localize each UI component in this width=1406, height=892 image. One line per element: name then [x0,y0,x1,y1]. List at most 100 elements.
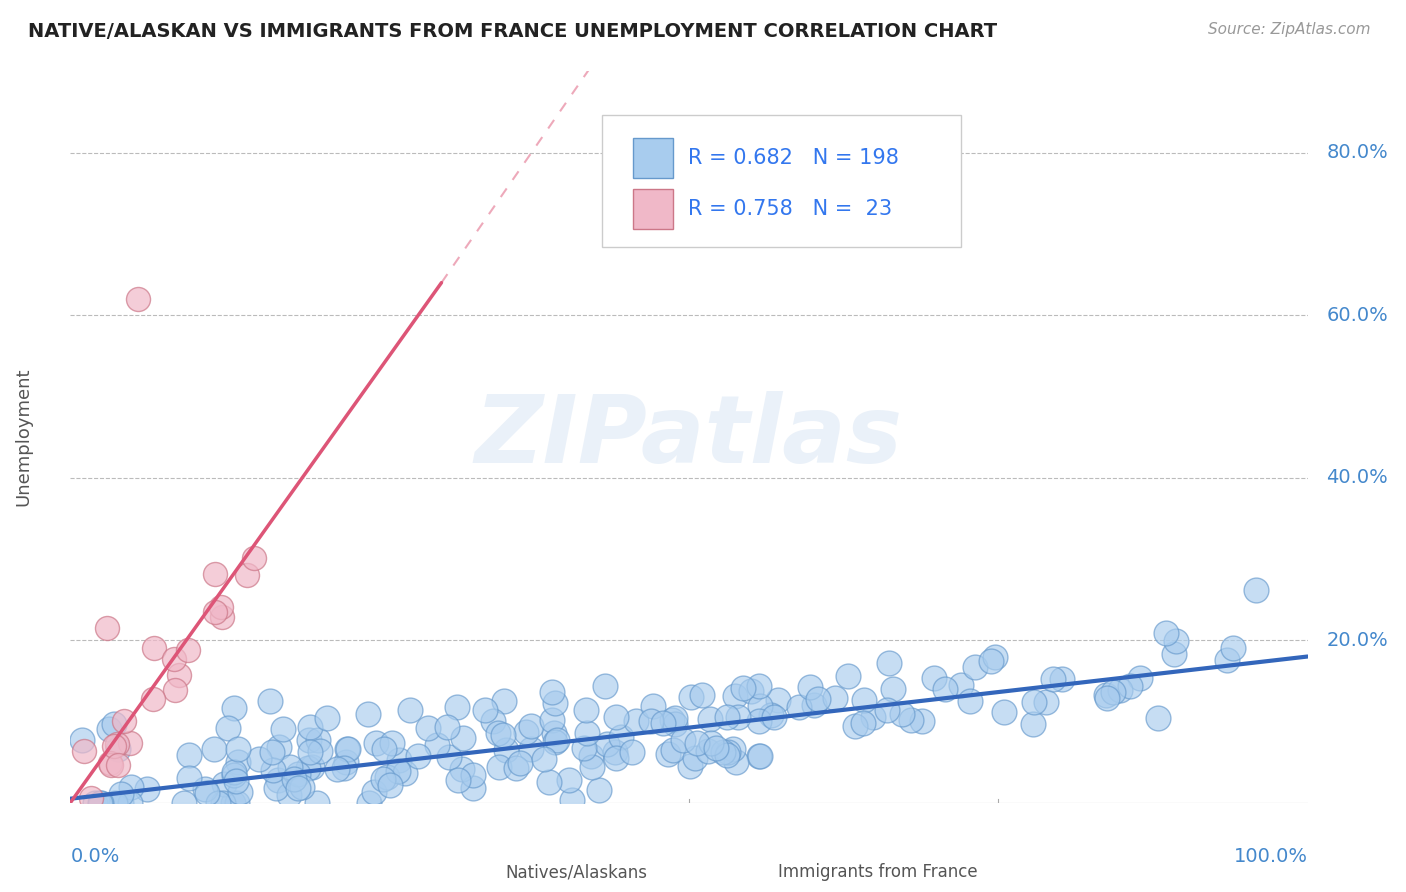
Point [299,720,322,734]
Point [876,703,898,717]
Point [104,796,127,810]
Point [269,739,291,754]
Point [541,713,564,727]
Point [837,668,859,682]
Point [725,755,748,769]
FancyBboxPatch shape [633,189,673,229]
Point [461,767,484,781]
Point [179,748,201,763]
Point [299,746,322,760]
Point [336,742,359,756]
Point [803,698,825,712]
Point [486,726,509,740]
Point [204,605,226,619]
FancyBboxPatch shape [602,115,962,247]
Point [679,759,702,773]
Point [749,748,772,763]
Point [911,714,934,728]
Point [1216,653,1239,667]
Point [541,685,564,699]
Point [143,640,166,655]
Point [661,742,683,756]
Point [716,710,738,724]
Point [375,770,398,784]
Point [118,796,141,810]
Point [236,568,259,582]
Point [264,780,287,795]
Point [1109,683,1132,698]
Point [107,742,129,756]
Point [381,735,404,749]
Point [107,758,129,772]
Point [80,790,103,805]
Point [461,780,484,795]
Point [278,788,301,802]
Point [724,689,747,703]
Point [877,657,900,671]
Point [640,714,662,728]
Point [447,773,470,788]
Point [575,703,598,717]
Point [103,717,125,731]
Point [595,679,617,693]
Point [202,742,225,756]
Point [748,714,770,728]
Point [949,678,972,692]
Point [308,733,330,747]
Point [308,744,330,758]
Point [336,742,359,756]
FancyBboxPatch shape [633,137,673,178]
Point [692,689,714,703]
Point [173,796,195,810]
Point [924,671,946,685]
Point [727,710,749,724]
Point [934,681,956,696]
Point [100,758,122,772]
Point [451,762,474,776]
Point [721,741,744,756]
Point [1102,685,1125,699]
Point [373,772,395,786]
Point [204,567,226,582]
Point [259,694,281,708]
Text: Natives/Alaskans: Natives/Alaskans [506,863,648,881]
Point [436,720,458,734]
Point [262,745,284,759]
Point [224,764,246,779]
Point [474,703,496,717]
Point [509,756,531,770]
Point [212,777,235,791]
Point [787,700,810,714]
Point [242,550,264,565]
Point [307,796,329,810]
Point [862,710,884,724]
Point [520,719,543,733]
Point [226,742,249,756]
Point [357,796,380,810]
Point [681,690,703,705]
Point [546,733,568,747]
Point [120,780,142,794]
Point [217,721,239,735]
Point [824,690,846,705]
Point [291,780,314,794]
Point [287,780,309,795]
Point [283,772,305,786]
Point [495,743,517,757]
Point [451,731,474,745]
Point [799,680,821,694]
Point [621,745,644,759]
Point [716,745,738,759]
Point [209,600,232,615]
Point [120,735,142,749]
Point [398,703,420,717]
Point [588,783,610,797]
Point [378,778,401,792]
Text: ZIPatlas: ZIPatlas [475,391,903,483]
Point [179,772,201,786]
Text: Unemployment: Unemployment [14,368,32,507]
Point [326,762,349,776]
Point [96,621,118,635]
Text: 0.0%: 0.0% [70,847,120,866]
Point [333,761,356,775]
